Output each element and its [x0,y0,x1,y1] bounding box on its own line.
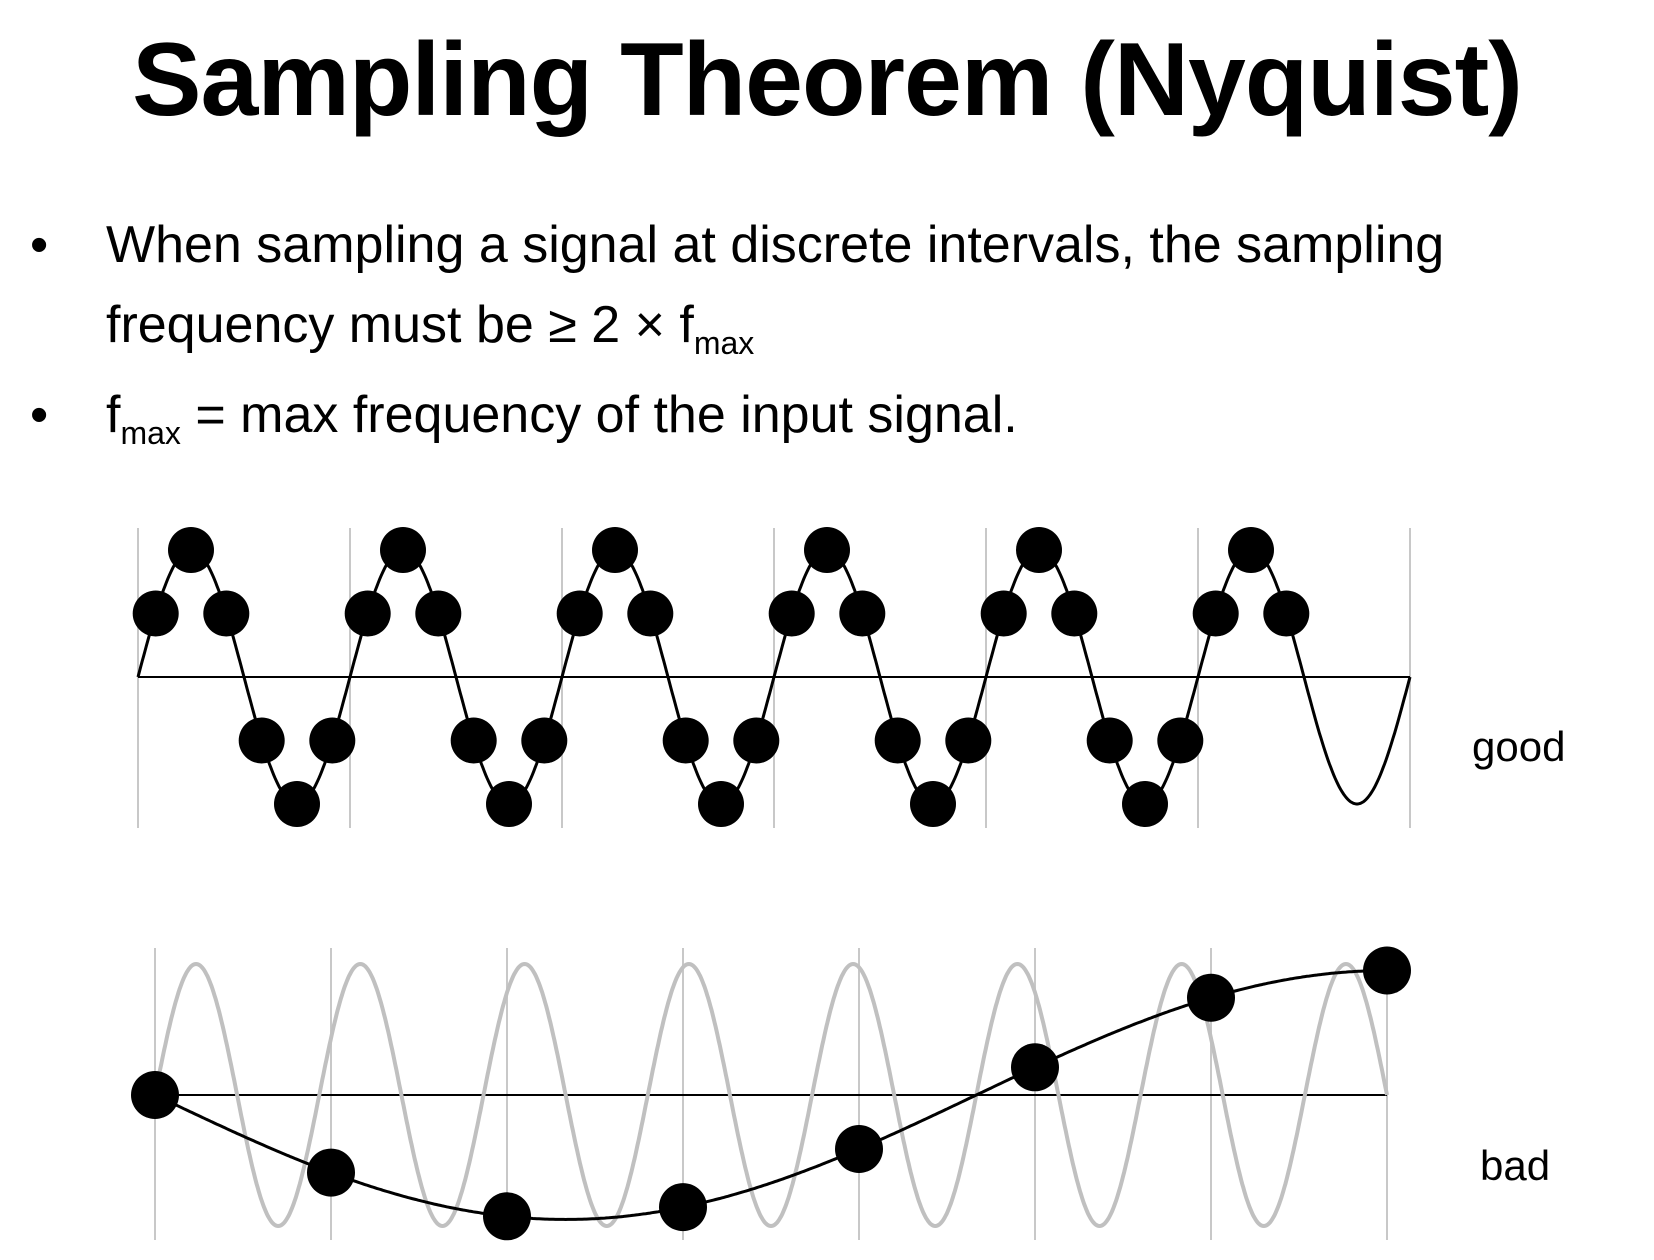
bad-sampling-panel [131,946,1411,1241]
bullet-symbol: • [30,386,49,444]
sample-point [1363,946,1411,995]
sample-point [698,781,744,827]
sample-point [945,717,992,764]
aliased-signal-wave [154,969,1388,1222]
sample-point [483,1192,531,1241]
sample-point [1016,527,1062,573]
sample-point [132,590,179,637]
sample-point [131,1071,179,1119]
bullet-subscript: max [120,415,181,451]
sample-point [203,590,250,637]
sample-point [1187,973,1235,1022]
sample-point [521,717,568,764]
sample-point [980,590,1027,637]
bullet-subscript: max [693,325,755,361]
bullet-text: fmax = max frequency of the input signal… [106,375,1654,455]
slide-title: Sampling Theorem (Nyquist) [132,22,1523,138]
sample-point [274,781,320,827]
good-label: good [1472,723,1566,770]
sample-point [1157,717,1204,764]
sample-point [1228,527,1274,573]
sample-point [733,717,780,764]
bullet-fmax-definition: • fmax = max frequency of the input sign… [30,375,1654,455]
sample-point [380,527,426,573]
sample-point [662,717,709,764]
sample-point [307,1148,355,1197]
sample-point [768,590,815,637]
sample-point [835,1125,883,1173]
sample-point [450,717,497,764]
sample-point [910,781,956,827]
bullet-text-tail: = max frequency of the input signal. [180,386,1018,444]
sample-point [1122,781,1168,827]
sample-point [556,590,603,637]
sample-point [1263,590,1310,637]
sample-point [344,590,391,637]
sample-point [1011,1043,1059,1092]
sample-point [1192,590,1239,637]
bullet-text: When sampling a signal at discrete inter… [106,205,1654,365]
input-signal-wave [136,548,1412,806]
sample-point [309,717,356,764]
sample-point [486,781,532,827]
sample-point [627,590,674,637]
bullet-text-main: f [106,386,121,444]
sample-point [415,590,462,637]
bullet-nyquist-rule: • When sampling a signal at discrete int… [30,205,1654,365]
sample-point [874,717,921,764]
sample-point [804,527,850,573]
sample-point [839,590,886,637]
original-signal-wave [153,961,1389,1229]
sample-point [1086,717,1133,764]
sample-point [238,717,285,764]
sample-point [659,1183,707,1232]
sample-point [168,527,214,573]
bullet-text-main: When sampling a signal at discrete inter… [106,216,1445,354]
good-sampling-panel [132,527,1412,828]
sample-point [592,527,638,573]
sample-point [1051,590,1098,637]
bullet-symbol: • [30,216,49,274]
bad-label: bad [1480,1142,1551,1189]
